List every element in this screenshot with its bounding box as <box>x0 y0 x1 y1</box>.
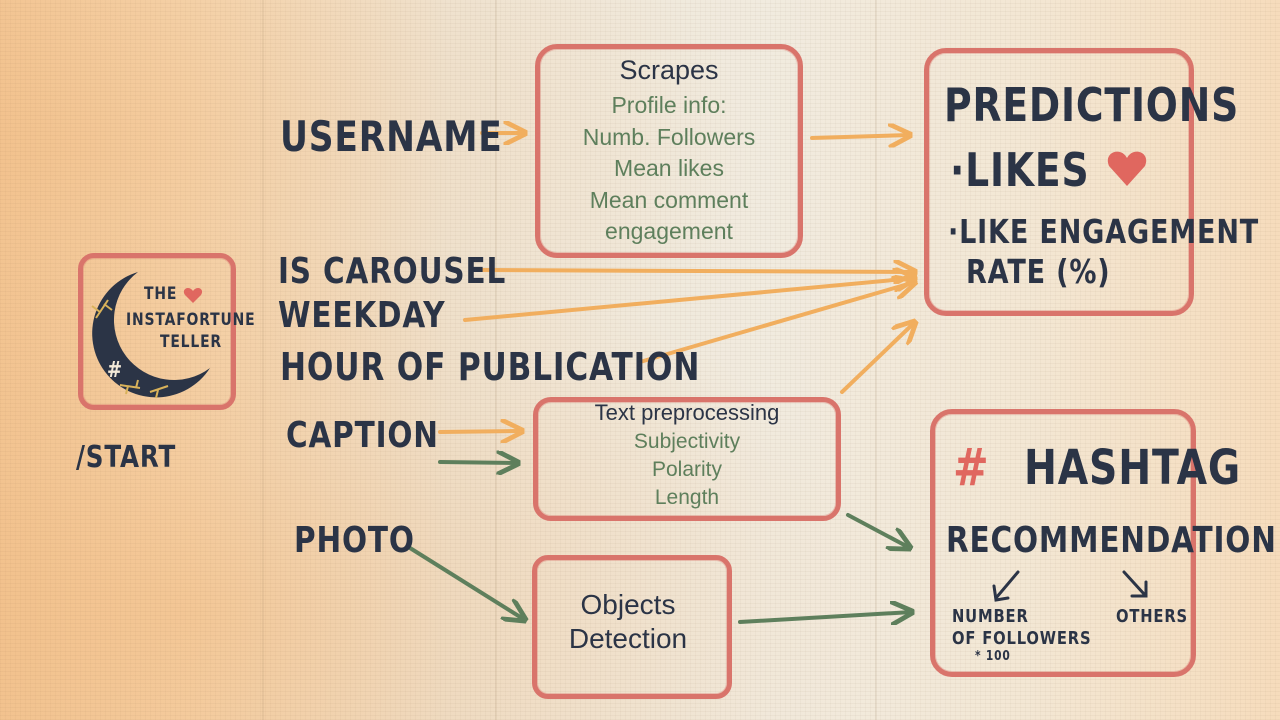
text-preprocessing-item: Subjectivity <box>633 430 741 453</box>
predictions-likes: ·LIKES <box>950 143 1090 197</box>
arrow-text-to-hashtag <box>846 513 910 548</box>
hashtag-note-line: OF FOLLOWERS <box>952 628 1092 649</box>
scrapes-box <box>535 44 803 258</box>
input-caption: CAPTION <box>286 415 439 456</box>
logo-hash: # <box>107 358 123 383</box>
logo-line1: THE <box>144 284 178 304</box>
input-is-carousel: IS CAROUSEL <box>278 251 507 292</box>
scrapes-item: Profile info: <box>611 92 727 118</box>
arrow-caption-to-text-green <box>438 462 518 463</box>
hashtag-box <box>930 409 1196 677</box>
input-photo: PHOTO <box>294 520 415 561</box>
text-preprocessing-box <box>533 397 841 521</box>
logo-line3: TELLER <box>160 332 222 352</box>
paper-fold <box>495 0 497 720</box>
arrow-recommendation-left <box>994 570 1020 600</box>
text-preprocessing-list: Subjectivity Polarity Length <box>533 428 841 512</box>
input-weekday: WEEKDAY <box>278 295 446 336</box>
objects-detection-box <box>532 555 732 699</box>
predictions-box <box>924 48 1194 316</box>
text-preprocessing-item: Length <box>654 486 720 509</box>
hashtag-note-line: * 100 <box>974 649 1011 664</box>
arrow-objects-to-hashtag <box>738 612 912 622</box>
scrapes-item: Mean likes <box>614 155 724 181</box>
scrapes-item: engagement <box>605 218 733 244</box>
predictions-title: PREDICTIONS <box>944 78 1240 132</box>
scrapes-item: Numb. Followers <box>582 123 756 150</box>
predictions-like-engagement: ·LIKE ENGAGEMENT <box>948 212 1260 251</box>
text-preprocessing-title: Text preprocessing <box>594 400 780 425</box>
arrow-weekday-to-predictions <box>463 278 915 322</box>
arrow-hour-to-predictions <box>638 282 915 364</box>
input-username: USERNAME <box>280 112 503 161</box>
objects-detection-label: Objects Detection <box>528 588 728 656</box>
arrow-scrapes-to-predictions <box>810 135 910 138</box>
hashtag-title: HASHTAG <box>1024 440 1241 496</box>
arrow-caption-to-text <box>438 431 522 432</box>
arrow-recommendation-right <box>1122 570 1146 596</box>
paper-fold <box>262 0 264 720</box>
hashtag-symbol: # <box>953 438 990 498</box>
arrow-photo-to-objects <box>408 546 525 620</box>
hashtag-note-line: NUMBER <box>952 606 1029 627</box>
arrow-carousel-to-predictions <box>476 270 915 272</box>
start-command[interactable]: /START <box>76 440 177 475</box>
scrapes-item: Mean comment <box>589 186 749 213</box>
input-hour-of-publication: HOUR OF PUBLICATION <box>280 345 701 389</box>
scrapes-title: Scrapes <box>619 55 719 85</box>
scrapes-list: Profile info: Numb. Followers Mean likes… <box>535 90 803 248</box>
hashtag-followers-note: NUMBER OF FOLLOWERS * 100 <box>952 606 1091 664</box>
arrow-text-to-predictions <box>840 322 915 394</box>
objects-line: Detection <box>568 623 688 654</box>
arrow-recommendation-right-head <box>1130 580 1148 598</box>
logo-box <box>78 253 236 410</box>
text-preprocessing-item: Polarity <box>651 458 723 481</box>
heart-icon <box>183 288 203 303</box>
objects-line: Objects <box>580 589 676 620</box>
hashtag-others: OTHERS <box>1116 606 1188 627</box>
arrow-recommendation-left-head <box>992 584 1010 602</box>
predictions-rate: RATE (%) <box>966 252 1111 291</box>
logo-line2: INSTAFORTUNE <box>126 310 256 330</box>
hashtag-recommendation: RECOMMENDATION <box>946 520 1277 561</box>
